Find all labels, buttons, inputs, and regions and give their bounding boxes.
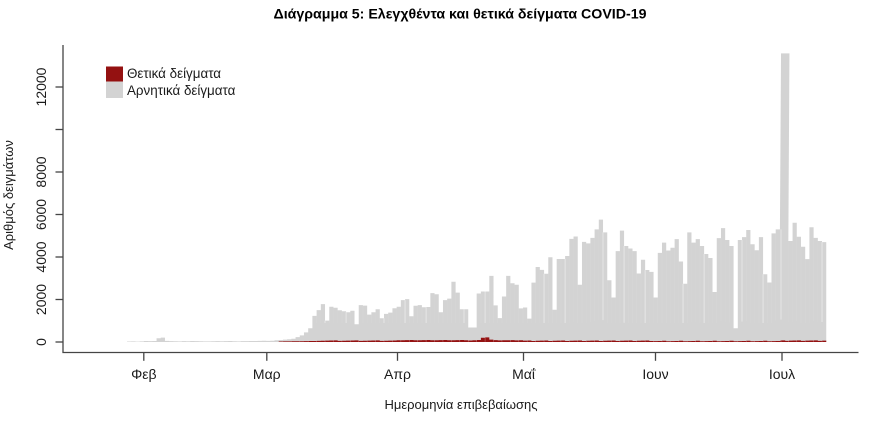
- svg-text:Ιουν: Ιουν: [642, 366, 668, 382]
- svg-text:Θετικά δείγματα: Θετικά δείγματα: [127, 66, 221, 81]
- svg-text:8000: 8000: [33, 156, 49, 187]
- svg-text:Αριθμός δειγμάτων: Αριθμός δειγμάτων: [1, 140, 16, 250]
- svg-text:Διάγραμμα 5: Ελεγχθέντα και θε: Διάγραμμα 5: Ελεγχθέντα και θετικά δείγμ…: [274, 7, 647, 23]
- svg-text:Απρ: Απρ: [384, 366, 411, 382]
- svg-text:Ιουλ: Ιουλ: [769, 366, 795, 382]
- svg-text:6000: 6000: [33, 199, 49, 230]
- svg-text:Αρνητικά δείγματα: Αρνητικά δείγματα: [127, 83, 236, 98]
- svg-text:12000: 12000: [33, 67, 49, 106]
- svg-text:2000: 2000: [33, 284, 49, 315]
- svg-text:4000: 4000: [33, 241, 49, 272]
- svg-text:Μαΐ: Μαΐ: [512, 366, 536, 382]
- svg-text:Φεβ: Φεβ: [131, 366, 156, 382]
- svg-text:0: 0: [33, 338, 49, 346]
- svg-text:Μαρ: Μαρ: [253, 366, 281, 382]
- svg-text:Ημερομηνία επιβεβαίωσης: Ημερομηνία επιβεβαίωσης: [384, 397, 537, 412]
